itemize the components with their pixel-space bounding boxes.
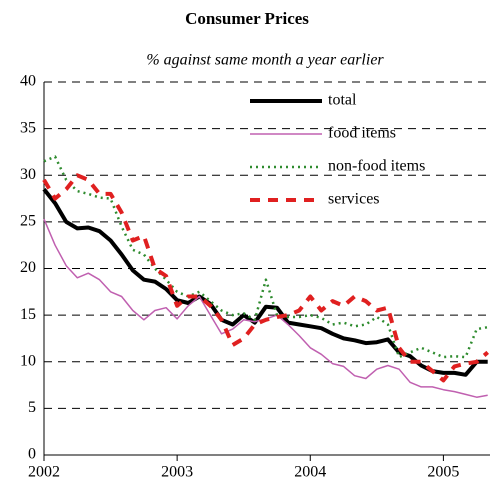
chart-title: Consumer Prices xyxy=(185,9,309,28)
legend-label: services xyxy=(328,191,380,208)
x-tick-label: 2004 xyxy=(294,464,326,481)
x-tick-label: 2002 xyxy=(28,464,60,481)
y-tick-label: 40 xyxy=(20,73,36,90)
y-tick-label: 30 xyxy=(20,166,36,183)
series-line xyxy=(42,173,489,383)
y-tick-label: 25 xyxy=(20,213,36,230)
y-tick-label: 20 xyxy=(20,259,36,276)
legend-label: total xyxy=(328,92,357,109)
series-line xyxy=(42,187,488,377)
x-tick-label: 2005 xyxy=(427,464,459,481)
x-tick-label: 2003 xyxy=(161,464,193,481)
legend-label: food items xyxy=(328,125,396,142)
legend-label: non-food items xyxy=(328,158,425,175)
y-tick-label: 10 xyxy=(20,352,36,369)
y-tick-label: 0 xyxy=(28,446,36,463)
y-tick-label: 15 xyxy=(20,306,36,323)
series-line xyxy=(43,155,488,359)
chart-subtitle: % against same month a year earlier xyxy=(146,52,384,69)
y-tick-label: 5 xyxy=(28,399,36,416)
y-tick-label: 35 xyxy=(20,119,36,136)
